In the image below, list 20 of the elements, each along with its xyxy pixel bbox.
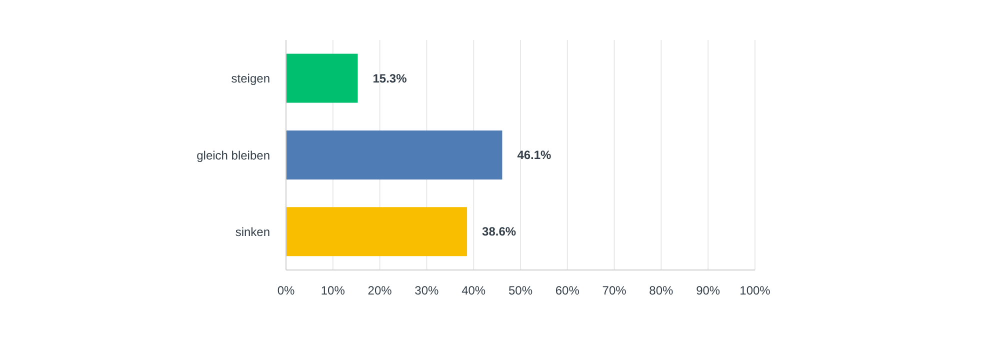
x-tick-label: 10% (320, 284, 346, 298)
y-tick-label: gleich bleiben (196, 148, 270, 162)
x-tick-label: 40% (462, 284, 486, 298)
data-label: 46.1% (517, 148, 552, 162)
x-tick-label: 90% (696, 284, 720, 298)
bar (286, 54, 358, 103)
data-label: 38.6% (482, 224, 516, 239)
data-label: 15.3% (372, 71, 408, 86)
x-tick-label: 30% (414, 284, 440, 298)
x-tick-label: 50% (508, 284, 533, 298)
x-tick-label: 60% (555, 284, 580, 298)
bar (286, 207, 468, 256)
x-tick-label: 80% (649, 284, 674, 298)
x-tick-label: 70% (602, 284, 627, 298)
y-tick-label: sinken (235, 224, 270, 239)
x-tick-label: 20% (368, 284, 392, 298)
x-tick-label: 100% (740, 284, 771, 298)
y-tick-label: steigen (231, 72, 270, 86)
bar (286, 130, 502, 180)
x-tick-label: 0% (277, 284, 295, 298)
